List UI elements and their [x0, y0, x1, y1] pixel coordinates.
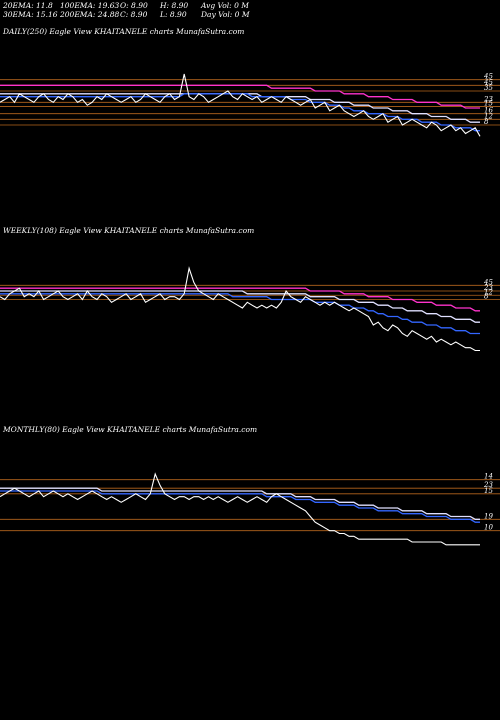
level-label-0: 14 — [484, 473, 493, 481]
low-value: L: 8.90 — [160, 10, 187, 19]
series-line-price — [0, 472, 480, 546]
series-line-price — [0, 266, 480, 352]
close-value: C: 8.90 — [120, 10, 148, 19]
level-label-3: 19 — [484, 512, 493, 520]
level-label-4: 10 — [484, 524, 493, 532]
ema30-value: 30EMA: 15.16 — [3, 10, 58, 19]
weekly-chart-title: WEEKLY(108) Eagle View KHAITANELE charts… — [3, 226, 255, 235]
open-value: O: 8.90 — [120, 1, 148, 10]
stats-header: 20EMA: 11.8 100EMA: 19.63 O: 8.90 H: 8.9… — [3, 1, 498, 19]
ema200-value: 200EMA: 24.88 — [60, 10, 120, 19]
level-label-3: 23 — [483, 95, 493, 103]
series-line-ema_short — [0, 293, 480, 335]
level-label-2: 12 — [484, 288, 493, 296]
stats-row-2: 30EMA: 15.16 200EMA: 24.88 C: 8.90 L: 8.… — [3, 10, 498, 19]
series-line-ema_short — [0, 93, 480, 132]
high-value: H: 8.90 — [160, 1, 189, 10]
level-label-1: 45 — [483, 78, 493, 86]
series-line-ema_mid — [0, 93, 480, 123]
level-label-0: 45 — [483, 73, 493, 81]
level-label-6: 12 — [484, 112, 493, 120]
avg-vol-value: Avg Vol: 0 M — [201, 1, 249, 10]
series-line-ema_long — [0, 287, 480, 312]
level-label-5: 16 — [484, 107, 493, 115]
ema20-value: 20EMA: 11.8 — [3, 1, 53, 10]
daily-chart-title: DAILY(250) Eagle View KHAITANELE charts … — [3, 27, 245, 36]
series-line-ema_mid — [0, 290, 480, 323]
level-label-2: 35 — [484, 84, 493, 92]
series-line-ema_long — [0, 84, 480, 109]
series-line-ema_mid — [0, 487, 480, 520]
level-label-1: 23 — [483, 284, 493, 292]
level-label-1: 23 — [483, 481, 493, 489]
series-line-ema_short — [0, 490, 480, 523]
level-label-7: 8 — [484, 118, 489, 126]
stats-row-1: 20EMA: 11.8 100EMA: 19.63 O: 8.90 H: 8.9… — [3, 1, 498, 10]
level-label-2: 15 — [484, 487, 493, 495]
series-line-price — [0, 73, 481, 137]
day-vol-value: Day Vol: 0 M — [201, 10, 250, 19]
level-label-4: 15 — [484, 100, 493, 108]
level-label-0: 45 — [483, 278, 493, 286]
level-label-3: 8 — [484, 293, 489, 301]
ema100-value: 100EMA: 19.63 — [60, 1, 120, 10]
monthly-chart-title: MONTHLY(80) Eagle View KHAITANELE charts… — [3, 425, 258, 434]
